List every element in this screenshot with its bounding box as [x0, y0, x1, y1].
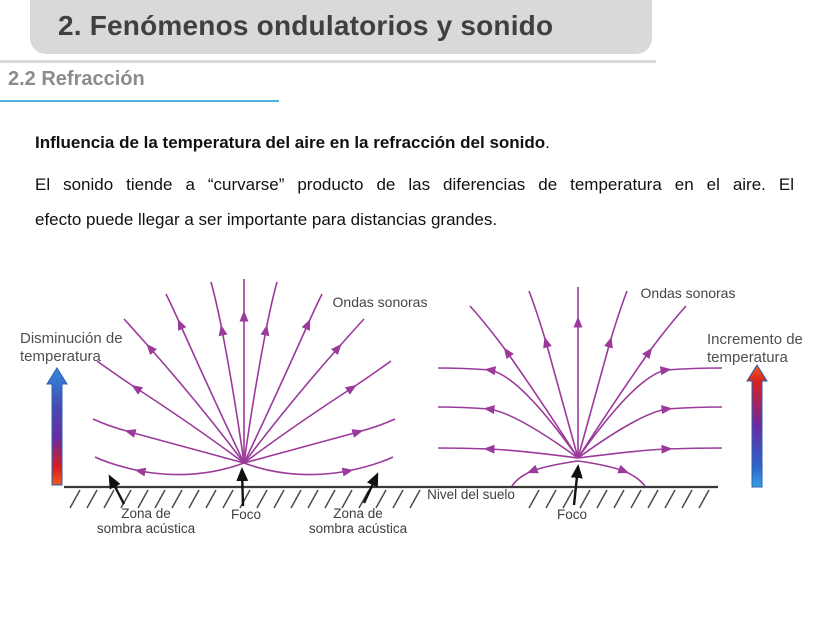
right-focus-label: Foco — [557, 507, 587, 522]
paragraph-line-2: efecto puede llegar a ser importante par… — [35, 210, 498, 229]
shadow-zone-left-arrow — [108, 474, 126, 505]
refraction-diagram-svg: Disminución de temperatura Ondas sonoras… — [20, 279, 803, 536]
right-waves-label: Ondas sonoras — [641, 285, 736, 301]
ground-level-label: Nivel del suelo — [427, 487, 515, 502]
section-title: 2.2 Refracción — [8, 68, 145, 90]
refraction-figure: Disminución de temperatura Ondas sonoras… — [0, 268, 828, 568]
paragraph-heading-period: . — [545, 133, 550, 152]
header-divider — [0, 60, 656, 63]
left-waves-label: Ondas sonoras — [333, 294, 428, 310]
shadow-zone-right-arrow — [362, 472, 379, 504]
left-temp-label-line2: temperatura — [20, 348, 102, 365]
page-title: 2. Fenómenos ondulatorios y sonido — [58, 10, 554, 41]
paragraph-line-1: El sonido tiende a “curvarse” producto d… — [35, 175, 794, 194]
left-shadow-zone-left-label-line1: Zona de — [121, 506, 171, 521]
left-diagram-rays — [92, 279, 396, 477]
right-diagram-rays — [437, 287, 723, 487]
left-shadow-zone-right-label-line2: sombra acústica — [309, 521, 408, 536]
left-shadow-zone-right-label-line1: Zona de — [333, 506, 383, 521]
right-temp-label-line2: temperatura — [707, 349, 789, 366]
ground-hatching — [69, 489, 710, 509]
header-bar: 2. Fenómenos ondulatorios y sonido — [30, 0, 652, 54]
temperature-gradient-arrow-hot-up — [746, 364, 768, 488]
pointer-arrows — [108, 464, 583, 507]
temperature-gradient-arrow-cold-up — [46, 367, 68, 486]
focus-left-arrow — [236, 467, 249, 507]
focus-right-arrow — [570, 464, 583, 506]
paragraph-heading-bold: Influencia de la temperatura del aire en… — [35, 133, 546, 152]
paragraph-heading: Influencia de la temperatura del aire en… — [35, 130, 794, 156]
body-text-block: Influencia de la temperatura del aire en… — [35, 130, 794, 237]
section-underline — [0, 100, 279, 102]
left-focus-label: Foco — [231, 507, 261, 522]
left-shadow-zone-left-label-line2: sombra acústica — [97, 521, 196, 536]
left-temp-label-line1: Disminución de — [20, 330, 123, 347]
right-temp-label-line1: Incremento de — [707, 331, 803, 348]
